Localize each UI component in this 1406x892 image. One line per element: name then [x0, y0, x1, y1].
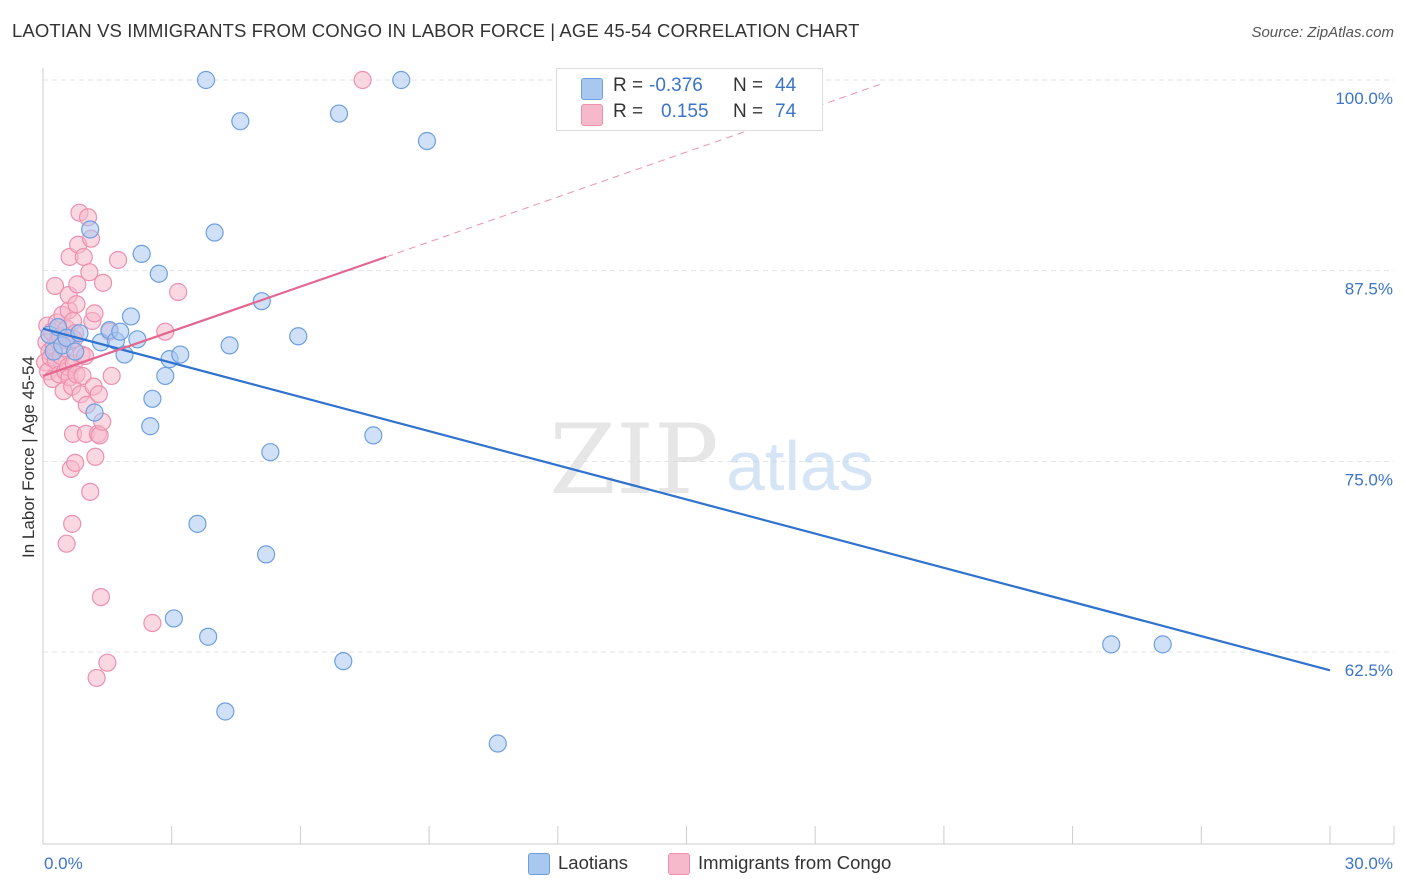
trendlines [42, 84, 1331, 672]
congo-point [85, 304, 104, 323]
n-label: N = [733, 101, 764, 122]
congo-legend-swatch [668, 853, 690, 875]
laotians-legend-label: Laotians [558, 852, 628, 873]
congo-point [57, 534, 76, 553]
congo-point [73, 366, 92, 386]
x-tick-label: 30.0% [1345, 854, 1393, 873]
n-label: N = [733, 75, 764, 96]
correlation-legend: R = -0.376 N = 44 R = 0.155 N = 74 [556, 68, 823, 131]
laotian-point [149, 264, 168, 283]
y-axis-tick-labels: 100.0% 87.5% 75.0% 62.5% [1335, 89, 1393, 680]
congo-point [98, 653, 117, 672]
laotian-point [289, 327, 308, 346]
laotian-point [364, 426, 383, 445]
source-credit: Source: ZipAtlas.com [1251, 24, 1394, 41]
congo-point [91, 587, 111, 607]
laotians-legend-swatch [528, 853, 550, 875]
congo-point [89, 385, 108, 404]
congo-point [68, 275, 87, 294]
laotian-point [199, 627, 218, 646]
congo-point [45, 276, 65, 296]
laotians-n-value: 44 [775, 75, 797, 96]
congo-swatch [581, 104, 603, 126]
congo-point [87, 668, 106, 688]
congo-point [353, 70, 372, 90]
laotian-point [85, 403, 104, 422]
laotian-point [392, 70, 411, 90]
r-label: R = [613, 75, 644, 96]
laotian-point [143, 389, 162, 408]
laotian-points [40, 70, 1172, 753]
watermark-zip: ZIP [549, 404, 718, 516]
y-tick-label: 62.5% [1345, 661, 1393, 680]
congo-point [67, 295, 86, 314]
congo-point [63, 514, 82, 533]
laotian-point [261, 443, 280, 462]
watermark: ZIP atlas [549, 404, 874, 516]
laotians-r-value: -0.376 [649, 75, 703, 96]
congo-point [74, 247, 93, 267]
gridlines [43, 79, 1394, 653]
laotian-point [132, 244, 151, 263]
laotian-point [329, 104, 349, 123]
axes [42, 68, 1394, 845]
laotian-point [156, 366, 175, 386]
laotian-trendline [42, 327, 1331, 672]
laotian-point [164, 609, 183, 628]
laotian-point [488, 734, 507, 753]
congo-point [143, 613, 162, 633]
congo-legend-label: Immigrants from Congo [698, 852, 892, 873]
watermark-atlas: atlas [726, 427, 874, 505]
laotian-point [111, 322, 130, 341]
laotian-point [188, 514, 207, 533]
y-tick-label: 100.0% [1335, 89, 1393, 108]
laotian-point [1102, 635, 1121, 654]
laotian-point [220, 336, 239, 355]
laotian-point [231, 112, 250, 131]
congo-point [80, 263, 99, 282]
x-axis-ticks [42, 826, 1395, 844]
y-axis-label: In Labor Force | Age 45-54 [19, 356, 38, 558]
congo-point [81, 482, 100, 501]
congo-point [102, 366, 121, 386]
laotian-point [121, 307, 141, 326]
laotian-point [216, 702, 235, 721]
congo-points [36, 70, 372, 688]
laotian-point [66, 342, 85, 361]
laotian-point [81, 220, 100, 239]
laotian-point [256, 545, 276, 564]
laotian-point [1153, 635, 1172, 654]
y-tick-label: 75.0% [1345, 470, 1393, 489]
laotians-swatch [581, 78, 603, 100]
x-axis-tick-labels: 0.0% 30.0% [44, 854, 1393, 873]
congo-point [93, 273, 113, 292]
laotian-point [196, 70, 216, 90]
laotian-point [141, 417, 160, 436]
congo-n-value: 74 [775, 101, 797, 122]
y-tick-label: 87.5% [1345, 280, 1393, 299]
congo-trendline [42, 255, 387, 377]
laotian-point [417, 131, 437, 151]
congo-r-value: 0.155 [661, 101, 709, 122]
congo-point [66, 453, 85, 472]
congo-point [169, 282, 188, 302]
laotian-point [171, 345, 190, 364]
laotian-point [205, 223, 224, 242]
chart-title: LAOTIAN VS IMMIGRANTS FROM CONGO IN LABO… [12, 20, 860, 41]
congo-point [86, 447, 105, 466]
r-label: R = [613, 101, 644, 122]
x-tick-label: 0.0% [44, 854, 83, 873]
congo-point [108, 250, 128, 270]
laotian-point [334, 652, 353, 671]
